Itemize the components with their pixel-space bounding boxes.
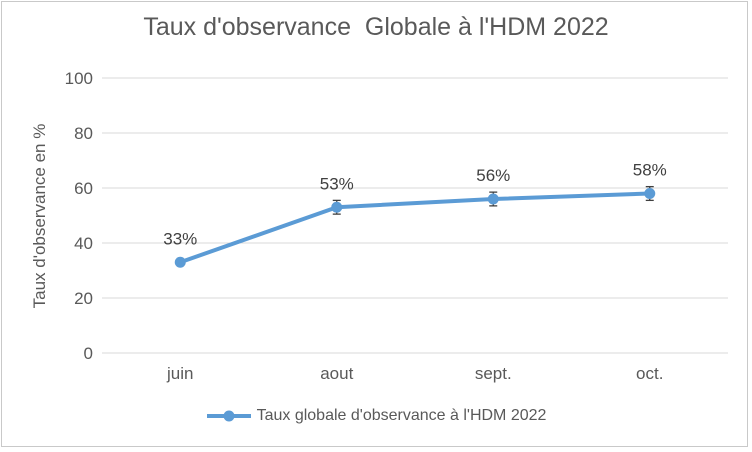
y-tick-label: 80 (74, 124, 93, 143)
y-tick-label: 20 (74, 289, 93, 308)
data-label: 33% (163, 229, 197, 248)
legend-label: Taux globale d'observance à l'HDM 2022 (256, 407, 547, 424)
legend[interactable]: Taux globale d'observance à l'HDM 2022 (0, 407, 752, 425)
data-point-marker[interactable] (331, 201, 343, 213)
y-tick-label: 100 (65, 69, 93, 88)
data-label: 53% (320, 174, 354, 193)
data-point-marker[interactable] (174, 256, 186, 268)
x-tick-label: aout (320, 364, 353, 383)
data-point-marker[interactable] (487, 193, 499, 205)
data-label: 56% (476, 166, 510, 185)
series-line[interactable] (178, 191, 652, 265)
chart-title: Taux d'observance Globale à l'HDM 2022 (143, 13, 609, 41)
data-label: 58% (633, 161, 667, 180)
x-tick-label: juin (166, 364, 193, 383)
y-tick-label: 0 (84, 344, 93, 363)
y-tick-label: 40 (74, 234, 93, 253)
legend-line-marker-icon (206, 410, 251, 422)
x-tick-label: sept. (475, 364, 512, 383)
data-point-marker[interactable] (644, 188, 656, 199)
y-tick-label: 60 (74, 179, 93, 198)
x-tick-label: oct. (636, 364, 663, 383)
